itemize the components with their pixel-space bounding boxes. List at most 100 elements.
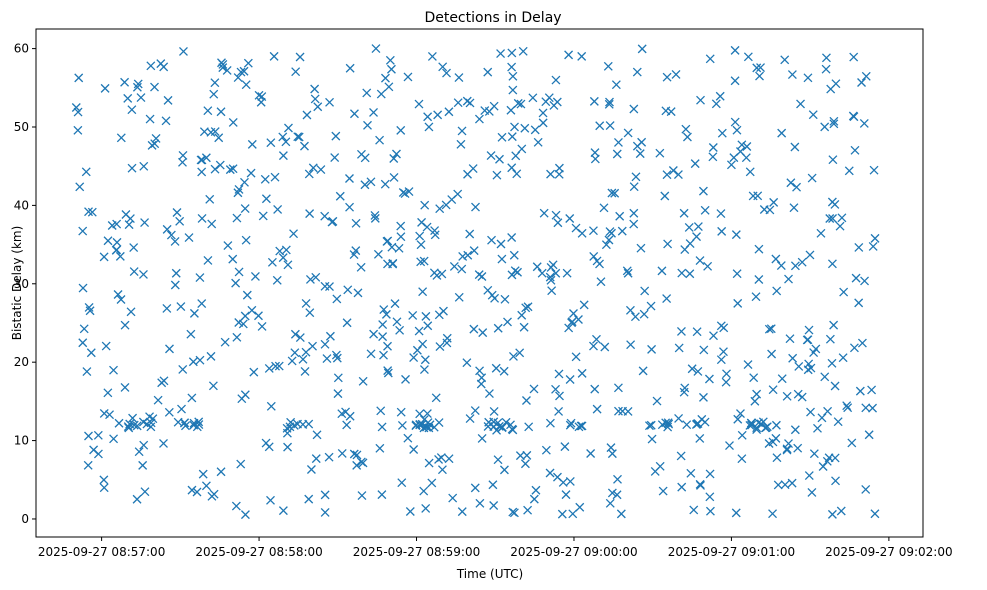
data-point: [242, 290, 252, 300]
data-point: [437, 465, 447, 475]
data-point: [99, 252, 109, 262]
data-point: [161, 116, 171, 126]
data-point: [305, 274, 315, 284]
data-point: [521, 396, 531, 405]
data-point: [663, 239, 673, 249]
data-point: [260, 174, 270, 184]
y-tick-label: 40: [14, 198, 29, 212]
data-point: [533, 137, 543, 147]
data-point: [603, 61, 613, 71]
data-point: [453, 189, 463, 199]
data-point: [497, 132, 507, 142]
data-point: [254, 311, 263, 321]
data-point: [742, 142, 752, 151]
data-point: [109, 365, 118, 375]
data-point: [825, 334, 835, 344]
data-point: [357, 491, 367, 500]
data-point: [764, 324, 774, 334]
data-point: [699, 345, 709, 355]
data-point: [566, 418, 576, 428]
data-point: [162, 224, 172, 234]
data-point: [489, 501, 499, 510]
data-point: [240, 204, 250, 214]
data-point: [523, 302, 533, 312]
data-point: [146, 61, 156, 71]
data-point: [401, 374, 410, 384]
data-point: [817, 413, 827, 423]
data-point: [820, 122, 830, 132]
data-point: [695, 434, 705, 443]
data-point: [415, 419, 425, 429]
data-point: [197, 213, 207, 223]
data-point: [507, 48, 517, 58]
data-point: [610, 188, 620, 198]
data-point: [768, 509, 777, 519]
data-point: [604, 99, 614, 109]
data-point: [207, 219, 217, 229]
x-tick-label: 2025-09-27 09:02:00: [825, 545, 952, 559]
data-point: [396, 407, 406, 417]
data-point: [731, 230, 741, 240]
data-point: [821, 53, 831, 63]
data-point: [756, 63, 766, 73]
data-point: [379, 350, 388, 360]
data-point: [187, 485, 197, 495]
data-point: [349, 109, 359, 119]
data-point: [304, 169, 314, 179]
data-point: [575, 502, 585, 512]
data-point: [147, 140, 157, 150]
data-point: [796, 99, 805, 109]
data-point: [491, 363, 501, 373]
data-point: [120, 320, 130, 330]
data-point: [304, 494, 314, 504]
data-point: [294, 132, 304, 142]
data-point: [403, 72, 413, 82]
data-point: [78, 226, 88, 236]
data-point: [176, 302, 186, 311]
data-point: [576, 421, 586, 431]
data-point: [661, 418, 671, 428]
data-point: [448, 493, 458, 503]
data-point: [396, 125, 406, 135]
data-point: [234, 267, 244, 277]
data-point: [371, 44, 381, 54]
data-point: [465, 229, 475, 239]
data-point: [732, 125, 742, 135]
data-point: [830, 381, 840, 391]
data-point: [660, 191, 670, 201]
data-point: [704, 374, 714, 384]
data-point: [869, 165, 879, 175]
data-point: [417, 217, 427, 227]
y-tick-label: 0: [21, 512, 29, 526]
data-point: [786, 178, 796, 188]
data-point: [203, 106, 213, 116]
data-point: [109, 434, 119, 444]
data-point: [85, 306, 95, 316]
data-point: [201, 481, 211, 491]
data-point: [285, 422, 295, 432]
data-point: [293, 132, 303, 142]
data-point: [123, 93, 133, 103]
data-point: [612, 149, 622, 159]
data-point: [376, 406, 386, 416]
data-point: [807, 487, 817, 497]
data-point: [198, 469, 208, 479]
data-point: [103, 236, 113, 246]
data-point: [333, 389, 343, 399]
data-point: [470, 483, 480, 493]
data-point: [680, 383, 690, 393]
data-point: [806, 363, 816, 373]
data-point: [662, 170, 672, 180]
data-point: [73, 107, 83, 117]
data-point: [674, 413, 684, 423]
data-point: [803, 365, 813, 375]
data-point: [760, 423, 770, 433]
data-point: [716, 209, 726, 218]
data-point: [600, 342, 610, 352]
data-point: [456, 139, 466, 149]
y-axis-label: Bistatic Delay (km): [10, 226, 24, 341]
data-point: [150, 82, 159, 92]
data-point: [322, 354, 332, 364]
data-point: [379, 305, 389, 315]
data-point: [356, 457, 366, 467]
